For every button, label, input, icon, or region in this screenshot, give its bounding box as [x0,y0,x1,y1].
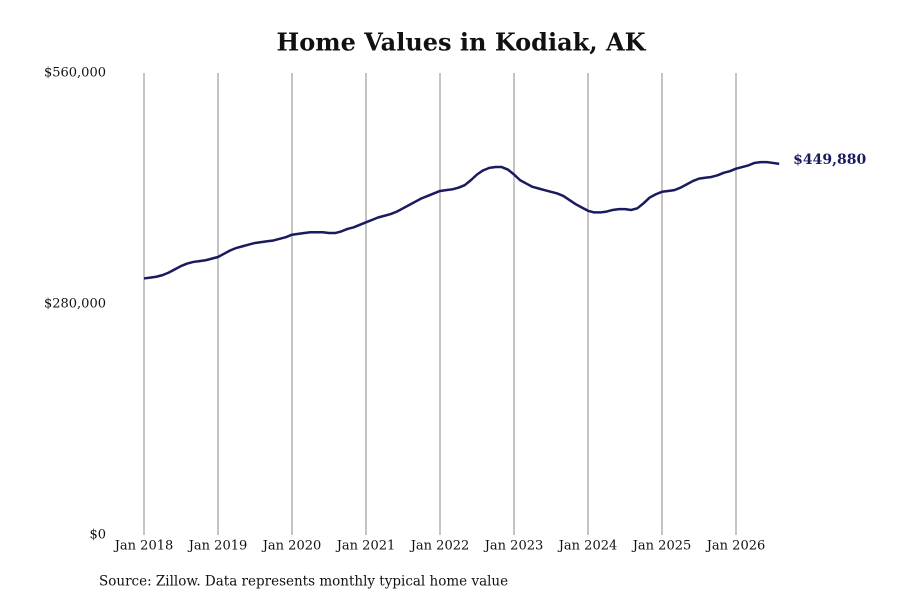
x-tick-label: Jan 2020 [261,539,322,554]
source-note: Source: Zillow. Data represents monthly … [99,574,508,590]
x-tick-label: Jan 2024 [557,539,618,554]
x-tick-label: Jan 2025 [631,539,692,554]
x-tick-label: Jan 2023 [483,539,544,554]
y-tick-label: $280,000 [44,297,106,312]
y-tick-label: $560,000 [44,66,106,81]
end-value-label: $449,880 [793,152,866,168]
x-tick-label: Jan 2019 [187,539,248,554]
series-line [143,160,780,280]
x-tick-label: Jan 2026 [705,539,766,554]
chart-title: Home Values in Kodiak, AK [277,28,647,57]
x-tick-label: Jan 2018 [113,539,174,554]
x-tick-label: Jan 2021 [335,539,396,554]
y-tick-label: $0 [89,528,106,543]
x-tick-label: Jan 2022 [409,539,470,554]
